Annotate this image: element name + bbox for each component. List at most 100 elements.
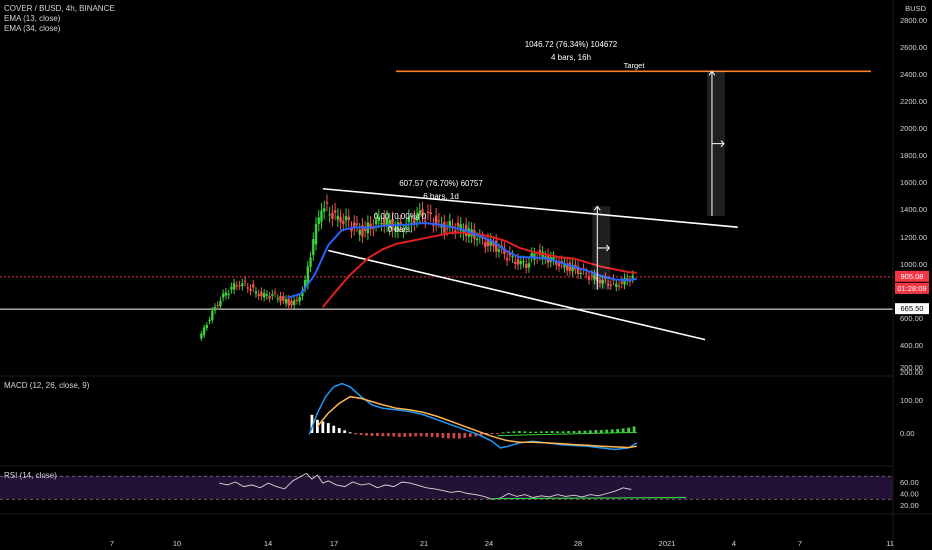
macd-divergence-line (497, 431, 637, 437)
time-tick-label: 7 (110, 539, 114, 548)
candle-body (265, 294, 269, 296)
target-measure-label: 1046.72 (76.34%) 104672 (525, 40, 618, 49)
candle-body (227, 294, 230, 296)
zero-measure-bars: 0 bars, (388, 225, 412, 234)
macd-histogram-bar (545, 431, 549, 433)
rsi-legend[interactable]: RSI (14, close) (4, 471, 57, 481)
ema13-legend[interactable]: EMA (13, close) (4, 14, 61, 23)
rsi-tick-label: 20.00 (900, 501, 919, 510)
candle-body (497, 249, 501, 252)
candle-body (544, 256, 547, 259)
macd-histogram-bar (610, 429, 614, 433)
time-tick-label: 14 (264, 539, 272, 548)
candle-body (623, 278, 626, 285)
time-tick-label: 10 (173, 539, 181, 548)
target-measure-bars: 4 bars, 16h (551, 53, 591, 62)
macd-histogram-bar (534, 431, 538, 433)
candle-body (211, 310, 214, 321)
rsi-panel[interactable] (0, 472, 893, 500)
candle-body (363, 228, 367, 231)
macd-histogram-bar (539, 431, 543, 433)
macd-histogram-bar (599, 430, 603, 433)
macd-histogram-bar (632, 426, 636, 433)
candle-body (241, 283, 244, 287)
candle-body (333, 210, 337, 213)
candle-body (557, 263, 561, 267)
candle-body (481, 237, 484, 239)
candle-body (298, 297, 301, 302)
macd-histogram-bar (468, 433, 472, 437)
candle-body (369, 223, 372, 229)
candle-body (475, 238, 479, 240)
candle-body (434, 215, 438, 225)
macd-legend[interactable]: MACD (12, 26, close, 9) (4, 381, 89, 391)
wedge-lower-line (328, 249, 706, 341)
ema34-legend[interactable]: EMA (34, close) (4, 24, 61, 33)
candle-body (205, 325, 209, 329)
macd-histogram-bar (348, 432, 352, 434)
price-tick-label: 2200.00 (900, 97, 927, 106)
candle-body (238, 285, 241, 287)
candle-body (230, 286, 233, 290)
price-panel[interactable] (0, 70, 893, 341)
macd-histogram-bar (436, 433, 439, 438)
candle-body (276, 298, 279, 300)
macd-histogram-bar (386, 433, 390, 437)
time-tick-label: 28 (574, 539, 582, 548)
macd-histogram-bar (578, 430, 581, 433)
candle-body (213, 306, 217, 311)
countdown-text: 01:28:09 (897, 284, 926, 293)
candle-body (380, 222, 383, 225)
rsi-tick-label: 40.00 (900, 490, 919, 499)
candle-body (235, 285, 239, 287)
candle-body (393, 227, 397, 231)
macd-histogram-bar (452, 433, 456, 439)
candle-body (525, 264, 528, 269)
macd-histogram-bar (376, 433, 379, 436)
macd-histogram-bar (397, 433, 401, 437)
range-measure-h-arrowhead (605, 244, 611, 252)
symbol-title[interactable]: COVER / BUSD, 4h, BINANCE (4, 4, 115, 13)
candle-body (508, 252, 512, 256)
candle-body (314, 224, 318, 245)
candle-body (494, 240, 498, 252)
macd-histogram-bar (490, 433, 494, 434)
rsi-label: RSI (14, close) (4, 471, 57, 480)
candle-body (339, 216, 342, 223)
current-price-text: 905.08 (901, 272, 924, 281)
time-tick-label: 21 (420, 539, 428, 548)
time-tick-label: 4 (732, 539, 736, 548)
macd-histogram-bar (556, 431, 560, 433)
candle-body (527, 263, 531, 268)
candle-body (593, 274, 596, 280)
candle-body (484, 242, 487, 248)
candle-body (355, 223, 359, 225)
candle-body (516, 258, 520, 265)
price-tick-label: 2600.00 (900, 43, 927, 52)
macd-tick-label: 100.00 (900, 396, 923, 405)
macd-tick-label: 200.00 (900, 363, 923, 372)
candle-body (505, 258, 509, 261)
candle-body (353, 222, 356, 229)
price-tick-label: 1800.00 (900, 151, 927, 160)
range-measure-arrowhead (593, 205, 601, 211)
macd-histogram-bar (430, 433, 434, 437)
price-tick-label: 200.00 (900, 368, 923, 377)
rsi-line (219, 472, 632, 500)
candle-body (287, 298, 290, 306)
candle-body (413, 217, 416, 224)
macd-histogram-bar (567, 431, 570, 433)
macd-histogram-bar (370, 433, 374, 436)
macd-panel[interactable] (308, 382, 638, 451)
macd-histogram-bar (583, 430, 587, 433)
candle-body (331, 212, 334, 219)
candle-body (312, 239, 315, 256)
target-measure-h-arrowhead (720, 140, 725, 148)
candle-body (383, 217, 386, 227)
macd-histogram-bar (457, 433, 461, 439)
macd-histogram-bar (381, 433, 385, 437)
price-tick-label: 1600.00 (900, 178, 927, 187)
range-measure-bars: 6 bars, 1d (423, 192, 459, 201)
candle-body (271, 294, 274, 296)
